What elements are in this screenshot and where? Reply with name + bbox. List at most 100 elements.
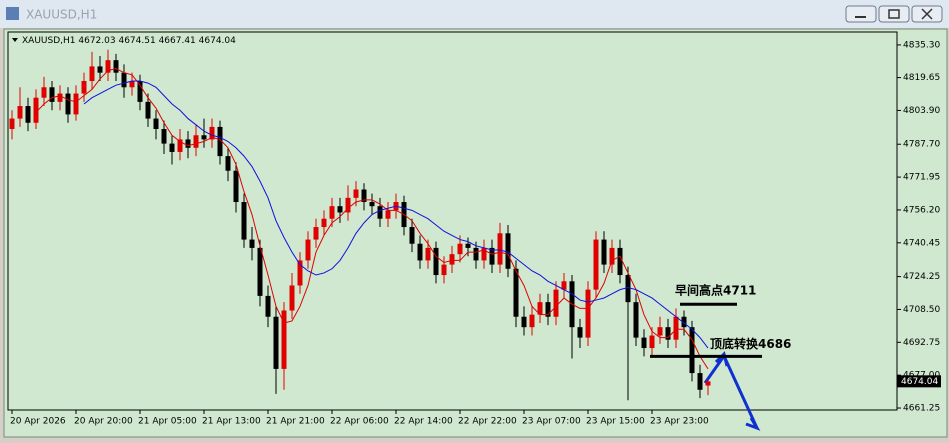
x-tick-label: 21 Apr 13:00 [202, 417, 261, 427]
candle-body [137, 81, 143, 102]
candle-body [321, 218, 327, 228]
candle-body [657, 327, 663, 336]
candle-body [353, 189, 359, 198]
candle-body [553, 289, 559, 317]
candle-body [249, 239, 255, 248]
candle-body [481, 247, 487, 261]
candle-body [577, 327, 583, 338]
candle-body [425, 247, 431, 261]
y-tick-label: 4740.45 [903, 238, 940, 248]
chart-background [3, 28, 948, 438]
candle-body [601, 239, 607, 265]
candle-body [417, 243, 423, 261]
candle-body [81, 81, 87, 94]
x-tick-label: 20 Apr 2026 [10, 417, 66, 427]
high-value: 4674.51 [118, 36, 155, 46]
candle-body [169, 143, 175, 152]
candle-body [441, 264, 447, 276]
candle-body [97, 66, 103, 73]
candle-body [689, 327, 695, 374]
x-tick-label: 21 Apr 21:00 [266, 417, 325, 427]
candle-body [281, 310, 287, 369]
candle-body [561, 281, 567, 290]
candle-body [505, 233, 511, 269]
price-marker-label: 4674.04 [901, 377, 938, 387]
candle-body [457, 243, 463, 255]
candle-body [345, 197, 351, 213]
candle-body [649, 335, 655, 349]
candle-body [145, 101, 151, 119]
level-label: 早间高点4711 [675, 283, 756, 298]
candle-body [681, 316, 687, 328]
x-tick-label: 22 Apr 14:00 [394, 417, 453, 427]
candle-body [225, 156, 231, 171]
candle-body [473, 247, 479, 261]
y-tick-label: 4756.20 [903, 205, 940, 215]
x-tick-label: 22 Apr 06:00 [330, 417, 389, 427]
candle-body [185, 139, 191, 148]
candle-body [129, 81, 135, 88]
close-icon [921, 8, 933, 20]
candle-body [41, 87, 47, 98]
candle-body [465, 243, 471, 248]
candle-body [33, 97, 39, 123]
candle-body [489, 247, 495, 265]
candle-body [209, 126, 215, 140]
candle-body [193, 135, 199, 148]
candle-body [329, 206, 335, 219]
candle-body [361, 189, 367, 203]
title-bar [0, 0, 949, 28]
candle-body [49, 87, 55, 102]
candle-body [161, 129, 167, 144]
candle-body [153, 118, 159, 130]
candle-body [409, 227, 415, 244]
candle-body [641, 337, 647, 349]
candle-body [665, 327, 671, 340]
candle-body [697, 373, 703, 390]
candle-body [57, 93, 63, 102]
candle-body [377, 206, 383, 219]
x-tick-label: 21 Apr 05:00 [138, 417, 197, 427]
candle-body [449, 254, 455, 265]
y-tick-label: 4692.75 [903, 338, 940, 348]
moving-average [83, 80, 709, 349]
candle-body [433, 247, 439, 276]
x-tick-label: 23 Apr 07:00 [522, 417, 581, 427]
candle-body [9, 118, 15, 130]
candle-body [17, 106, 23, 119]
candle-body [593, 239, 599, 290]
header-marker [12, 38, 18, 42]
x-tick-label: 23 Apr 23:00 [650, 417, 709, 427]
maximize-button[interactable] [878, 5, 910, 23]
candle-body [609, 247, 615, 265]
minimize-button[interactable] [845, 5, 877, 23]
candle-body [313, 227, 319, 240]
price-marker [897, 375, 941, 388]
candle-body [25, 106, 31, 123]
candle-body [521, 316, 527, 328]
candle-body [297, 260, 303, 286]
y-tick-label: 4771.95 [903, 173, 940, 183]
candle-body [113, 60, 119, 73]
y-tick-label: 4835.30 [903, 40, 940, 50]
level-label: 顶底转换4686 [710, 336, 791, 351]
candle-body [673, 316, 679, 340]
x-tick-label: 23 Apr 15:00 [586, 417, 645, 427]
maximize-icon [888, 9, 900, 19]
candle-body [513, 268, 519, 317]
x-tick-label: 20 Apr 20:00 [74, 417, 133, 427]
candle-body [217, 126, 223, 157]
symbol: XAUUSD,H1 [22, 36, 76, 46]
candle-body [241, 202, 247, 240]
x-tick-label: 22 Apr 22:00 [458, 417, 517, 427]
close-value: 4674.04 [199, 36, 236, 46]
candle-body [625, 275, 631, 303]
candle-body [121, 72, 127, 88]
candle-body [233, 170, 239, 203]
moving-average [35, 67, 709, 370]
candle-body [89, 66, 95, 82]
candle-body [337, 206, 343, 213]
candle-body [545, 302, 551, 317]
chart-header: XAUUSD,H1 4672.03 4674.51 4667.41 4674.0… [22, 36, 236, 46]
